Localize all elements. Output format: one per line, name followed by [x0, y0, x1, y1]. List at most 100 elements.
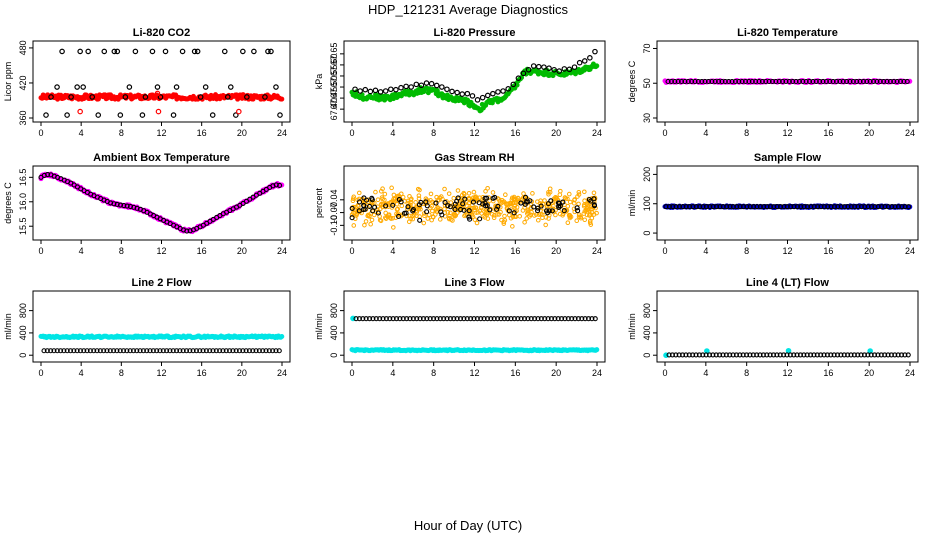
- series-1-point: [140, 348, 146, 354]
- panel-title: Gas Stream RH: [434, 152, 514, 164]
- series-0-point: [491, 215, 497, 220]
- series-0-point: [363, 219, 369, 224]
- series-1-point: [349, 205, 355, 211]
- series-0-point: [546, 189, 551, 195]
- series-1-point: [717, 204, 723, 210]
- series-0-point: [352, 210, 358, 215]
- series-1-point: [724, 204, 730, 210]
- series-0-point: [482, 215, 488, 220]
- x-tick-label: 0: [662, 368, 667, 378]
- series-0-point: [501, 221, 507, 226]
- x-tick-label: 24: [277, 128, 287, 138]
- x-tick-label: 20: [864, 246, 874, 256]
- series-1-point: [80, 84, 86, 90]
- series-1-point: [147, 348, 153, 354]
- series-1-point: [700, 204, 706, 210]
- series-0-point: [442, 203, 448, 208]
- series-1-point: [864, 78, 870, 85]
- series-1-point: [747, 204, 753, 210]
- x-tick-label: 24: [905, 128, 915, 138]
- panel-3: Ambient Box Temperature degrees C 0 4 8 12 16 2…: [3, 152, 291, 256]
- series-0-point: [417, 187, 422, 193]
- series-1-point: [767, 204, 774, 210]
- y-axis-label: ml/min: [3, 313, 13, 340]
- series-1-point: [737, 204, 743, 210]
- series-0-point: [416, 193, 422, 198]
- series-1-point: [134, 348, 140, 354]
- series-1-point: [484, 195, 490, 201]
- series-1-point: [791, 204, 797, 210]
- series-1-point: [515, 75, 522, 81]
- series-2-point: [542, 316, 548, 322]
- series-0-point: [564, 208, 570, 213]
- series-1-point: [666, 204, 672, 210]
- series-2-point: [420, 316, 427, 322]
- x-tick-label: 24: [592, 368, 602, 378]
- series-1-point: [95, 112, 102, 118]
- y-tick-label: 400: [642, 325, 652, 340]
- series-1-point: [48, 94, 54, 100]
- y-tick-label: 16.0: [18, 193, 28, 211]
- series-1-point: [780, 78, 786, 85]
- series-0-point: [391, 225, 396, 230]
- x-tick-label: 8: [119, 128, 124, 138]
- x-tick-label: 4: [703, 246, 708, 256]
- series-1-point: [788, 204, 794, 210]
- series-1-point: [879, 204, 885, 210]
- series-1-point: [804, 352, 810, 358]
- series-1-point: [663, 204, 669, 210]
- x-tick-label: 4: [79, 246, 84, 256]
- series-1-point: [730, 204, 736, 210]
- series-0-point: [567, 215, 573, 221]
- series-1-point: [74, 84, 80, 90]
- series-0-point: [572, 209, 578, 215]
- series-2-point: [505, 316, 511, 322]
- series-0-point: [528, 212, 533, 218]
- series-1-point: [71, 348, 77, 354]
- series-1-point: [403, 83, 409, 90]
- series-layer: [663, 347, 911, 359]
- series-1-point: [673, 204, 679, 210]
- y-tick-label: 67.65: [329, 43, 339, 66]
- series-2-point: [417, 316, 423, 322]
- series-2-point: [464, 316, 470, 322]
- series-0-point: [440, 196, 445, 202]
- series-0-point: [582, 209, 588, 214]
- series-0-point: [474, 220, 480, 226]
- series-1-point: [666, 352, 672, 358]
- series-0-point: [394, 194, 400, 199]
- x-tick-label: 20: [864, 128, 874, 138]
- series-0-point: [538, 198, 543, 204]
- series-0-point: [367, 203, 373, 208]
- series-0-point: [450, 218, 455, 223]
- series-2-point: [592, 316, 598, 322]
- series-1-point: [356, 208, 362, 214]
- series-2-point: [370, 316, 376, 322]
- series-1-point: [749, 78, 755, 85]
- x-tick-label: 0: [349, 128, 354, 138]
- series-0-point: [581, 203, 587, 209]
- x-tick-label: 16: [510, 368, 520, 378]
- series-1-point: [885, 204, 891, 210]
- series-1-point: [736, 78, 742, 85]
- series-1-point: [732, 78, 738, 85]
- series-0-point: [495, 206, 501, 211]
- series-1-point: [706, 352, 713, 358]
- series-1-point: [487, 207, 493, 213]
- series-0-point: [539, 212, 545, 217]
- series-1-point: [277, 112, 283, 118]
- series-1-point: [676, 204, 683, 210]
- series-1-point: [720, 352, 726, 358]
- series-2-point: [457, 316, 464, 322]
- plot-frame: [32, 40, 291, 123]
- series-2-point: [454, 316, 460, 322]
- y-axis-label: percent: [314, 187, 324, 218]
- series-2-point: [569, 316, 575, 322]
- series-1-point: [111, 48, 118, 55]
- series-1-point: [383, 203, 389, 209]
- series-1-point: [763, 78, 769, 85]
- series-1-point: [474, 97, 481, 103]
- series-1-point: [466, 208, 472, 214]
- y-tick-label: 70: [642, 43, 652, 53]
- panel-title: Sample Flow: [754, 152, 822, 164]
